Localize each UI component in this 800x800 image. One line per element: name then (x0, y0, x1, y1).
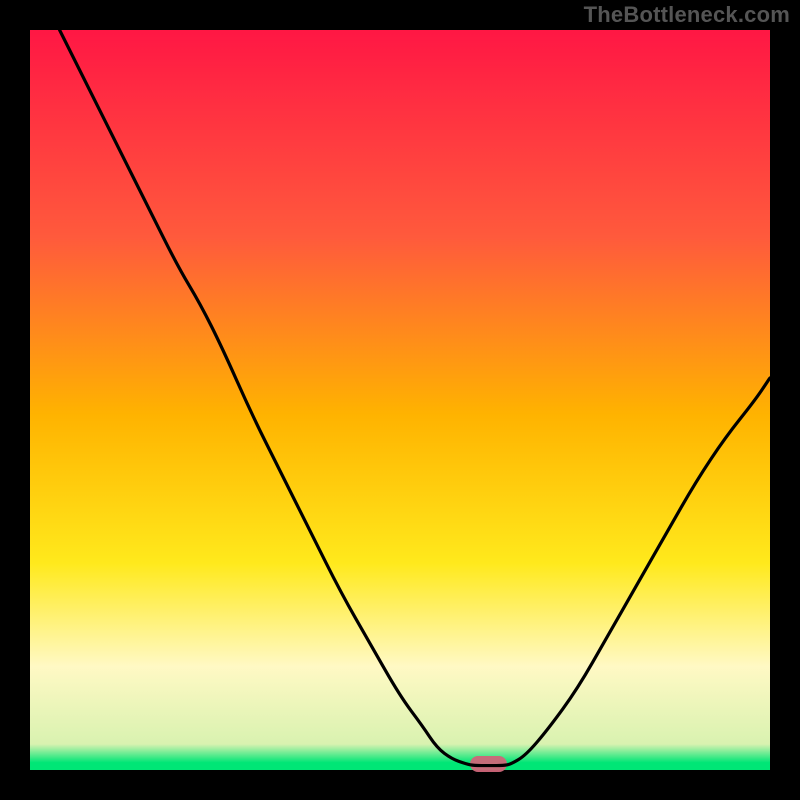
chart-stage: TheBottleneck.com (0, 0, 800, 800)
bottleneck-curve (30, 30, 770, 770)
plot-area (30, 30, 770, 770)
watermark-text: TheBottleneck.com (584, 2, 790, 28)
